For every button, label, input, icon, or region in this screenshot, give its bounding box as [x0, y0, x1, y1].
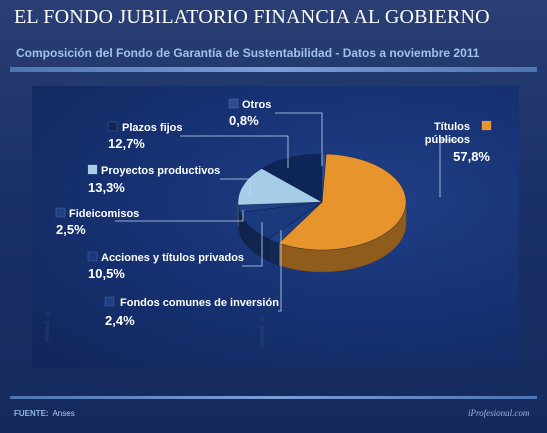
chart-subtitle: Composición del Fondo de Garantía de Sus…	[16, 46, 480, 60]
leader-line-otros	[275, 112, 323, 166]
slice-label-fideicomisos: Fideicomisos	[69, 208, 139, 220]
slice-label-fondos-comunes-de-inversion: Fondos comunes de inversión	[120, 297, 279, 309]
slice-label-acciones-y-titulos-privados: Acciones y títulos privados	[101, 252, 244, 264]
legend-swatch-fideicomisos	[55, 207, 66, 218]
slice-label-titulos-publicos: públicos	[425, 134, 470, 146]
slice-value-acciones-y-titulos-privados: 10,5%	[88, 266, 125, 281]
leader-line-fideicomisos	[115, 210, 244, 222]
pie-slice-titulos-publicos	[278, 153, 407, 251]
legend-swatch-otros	[228, 98, 239, 109]
slice-value-plazos-fijos: 12,7%	[108, 136, 145, 151]
legend-swatch-proyectos-productivos	[87, 164, 98, 175]
legend-swatch-acciones-y-titulos-privados	[87, 251, 98, 262]
chart-title: EL FONDO JUBILATORIO FINANCIA AL GOBIERN…	[14, 6, 490, 28]
legend-swatch-titulos-publicos	[481, 120, 492, 131]
brand-logo: iProfesional.com	[468, 408, 530, 418]
slice-value-proyectos-productivos: 13,3%	[88, 180, 125, 195]
leader-line-fondos-comunes-de-inversion	[278, 230, 282, 312]
leader-line-acciones-y-titulos-privados	[242, 222, 263, 267]
slice-label-plazos-fijos: Plazos fijos	[122, 122, 183, 134]
source-note: FUENTE: Anses	[14, 409, 75, 418]
pie-slice-proyectos-productivos	[237, 168, 324, 206]
leader-line-titulos-publicos	[439, 139, 460, 197]
slice-value-otros: 0,8%	[229, 113, 259, 128]
source-label: FUENTE:	[14, 409, 49, 418]
pie-slice-plazos-fijos	[261, 153, 323, 203]
slice-label-otros: Otros	[242, 99, 271, 111]
legend-swatch-plazos-fijos	[107, 121, 118, 132]
slice-value-titulos-publicos: 57,8%	[453, 149, 490, 164]
source-value: Anses	[52, 409, 75, 418]
legend-swatch-fondos-comunes-de-inversion	[104, 296, 115, 307]
leader-line-proyectos-productivos	[220, 178, 251, 196]
leader-line-plazos-fijos	[180, 135, 289, 168]
slice-value-fideicomisos: 2,5%	[56, 222, 86, 237]
top-divider	[10, 67, 537, 72]
bottom-divider	[10, 396, 537, 399]
slice-value-fondos-comunes-de-inversion: 2,4%	[105, 313, 135, 328]
slice-label-titulos-publicos: Títulos	[434, 121, 470, 133]
slice-label-proyectos-productivos: Proyectos productivos	[101, 165, 220, 177]
